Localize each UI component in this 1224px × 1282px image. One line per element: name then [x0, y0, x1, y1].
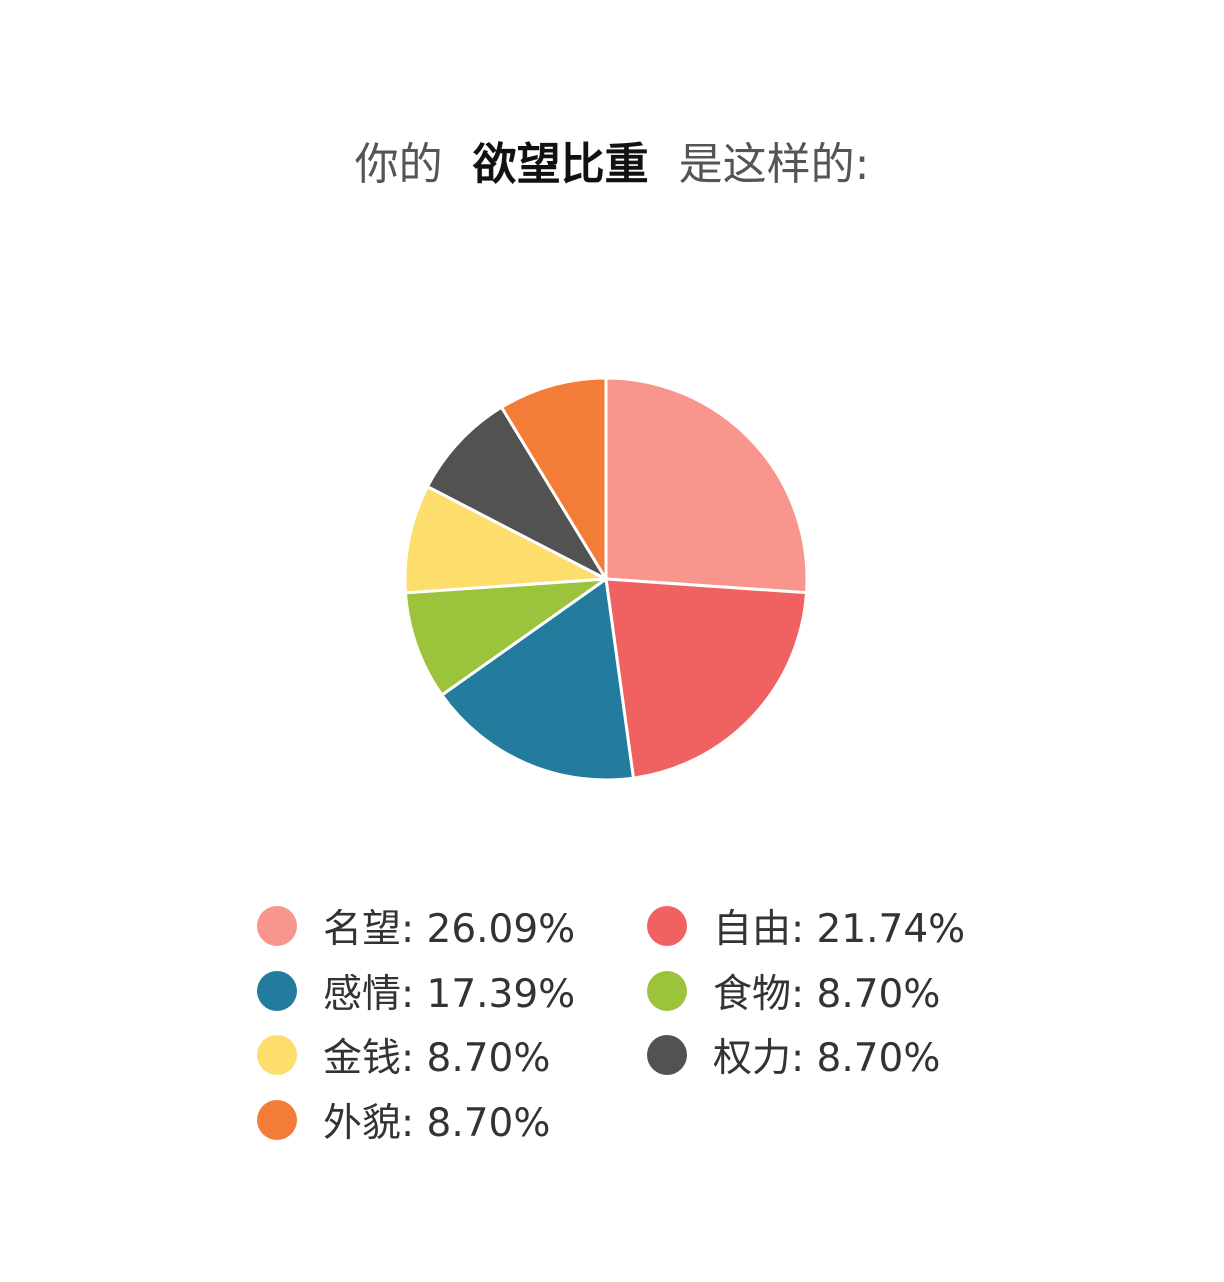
legend-dot	[257, 906, 297, 946]
chart-title: 你的 欲望比重 是这样的:	[0, 128, 1224, 192]
legend-item: 金钱: 8.70%	[257, 1030, 551, 1082]
legend-label: 外貌: 8.70%	[323, 1101, 551, 1147]
pie-slice-6	[500, 376, 608, 581]
legend-dot	[257, 1035, 297, 1076]
legend-label: 感情: 17.39%	[323, 971, 576, 1017]
title-prefix: 你的	[354, 139, 443, 190]
legend-item: 权力: 8.70%	[647, 1030, 941, 1082]
legend-item: 自由: 21.74%	[647, 901, 966, 952]
legend-label: 金钱: 8.70%	[323, 1036, 551, 1082]
legend-dot	[257, 970, 297, 1011]
legend-dot	[647, 906, 687, 946]
legend-item: 食物: 8.70%	[647, 966, 941, 1017]
pie-slice-1	[604, 577, 809, 780]
legend-label: 权力: 8.70%	[713, 1036, 941, 1082]
legend-item: 外貌: 8.70%	[257, 1095, 551, 1147]
legend-item: 名望: 26.09%	[257, 901, 576, 952]
legend-dot	[257, 1100, 297, 1141]
pie-slice-3	[403, 577, 608, 697]
pie-slice-0	[604, 376, 809, 595]
title-suffix: 是这样的:	[678, 139, 870, 190]
legend-item: 感情: 17.39%	[257, 966, 576, 1017]
pie-chart	[403, 376, 809, 782]
legend-label: 自由: 21.74%	[713, 907, 966, 952]
title-highlight: 欲望比重	[472, 139, 649, 190]
pie-slice-5	[426, 405, 608, 581]
legend-dot	[647, 970, 687, 1011]
legend-label: 名望: 26.09%	[323, 907, 576, 952]
legend-label: 食物: 8.70%	[713, 971, 941, 1017]
legend-dot	[647, 1035, 687, 1076]
pie-slice-4	[403, 485, 608, 595]
pie-slice-2	[440, 577, 635, 782]
